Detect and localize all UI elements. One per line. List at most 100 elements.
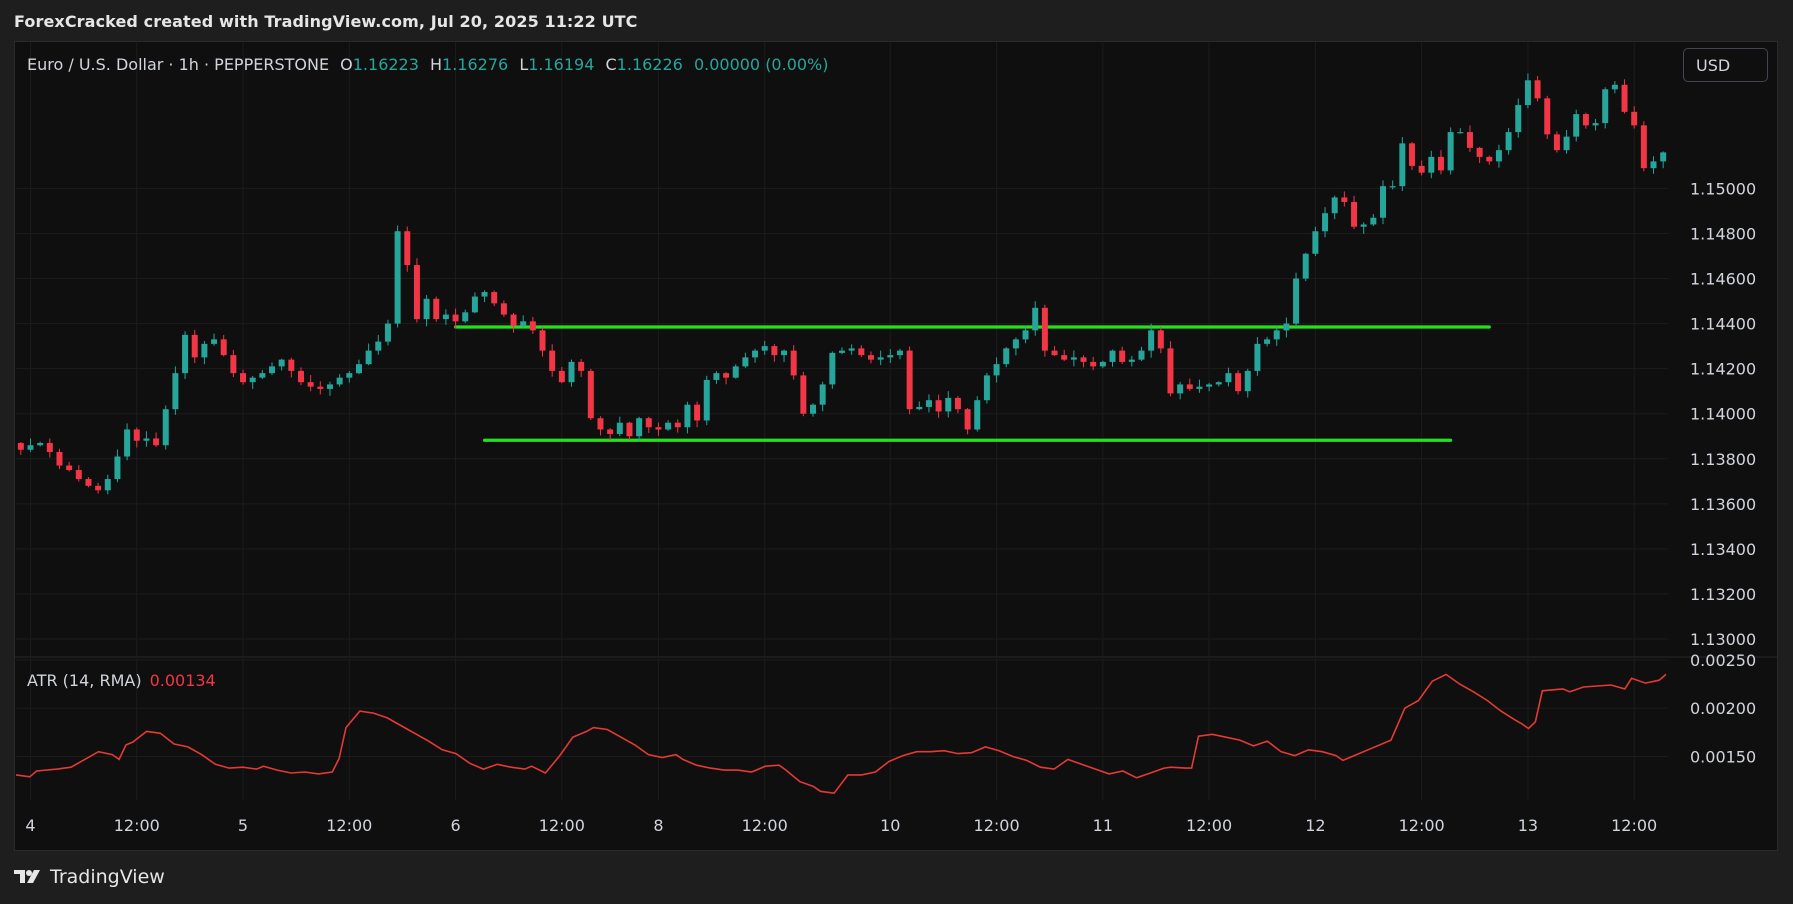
candle-body <box>887 355 894 358</box>
candle <box>1466 125 1473 152</box>
price-axis: 1.15000 1.14800 1.14600 1.14400 1.14200 1.140… <box>1690 179 1756 766</box>
candle <box>1408 141 1415 170</box>
candle-body <box>1602 89 1609 124</box>
candle-body <box>182 334 189 374</box>
candle-body <box>124 429 131 457</box>
candle <box>703 375 710 426</box>
candle <box>587 368 594 421</box>
time-tick-label: 12:00 <box>974 816 1020 835</box>
candle-body <box>674 422 681 428</box>
candle-body <box>17 442 24 450</box>
candle <box>1592 118 1599 131</box>
candle <box>549 344 556 377</box>
candle-body <box>1660 152 1667 162</box>
candle-body <box>1032 307 1039 331</box>
candle-body <box>1418 165 1425 173</box>
candle-body <box>954 397 961 410</box>
candle-body <box>1389 186 1396 188</box>
candle <box>1157 326 1164 354</box>
candle <box>1322 207 1329 238</box>
candle-body <box>1341 197 1348 202</box>
low-label: L <box>519 55 529 74</box>
candle <box>1177 381 1184 400</box>
candle <box>597 416 604 436</box>
candle <box>790 345 797 380</box>
candle <box>1640 121 1647 172</box>
candle-body <box>211 339 218 344</box>
time-tick-label: 5 <box>238 816 248 835</box>
candle-body <box>1592 123 1599 126</box>
candle <box>104 474 111 495</box>
candle <box>85 477 92 488</box>
candle-body <box>75 470 82 480</box>
candle <box>1534 76 1541 102</box>
candle <box>665 420 672 431</box>
candle <box>384 319 391 346</box>
candle <box>240 369 247 385</box>
candle <box>752 348 759 363</box>
atr-value: 0.00134 <box>149 671 216 690</box>
candle-body <box>916 406 923 410</box>
candle-body <box>694 404 701 421</box>
candle-body <box>230 355 237 374</box>
time-tick-label: 11 <box>1093 816 1113 835</box>
time-axis: 4 12:00 5 12:00 6 12:00 8 12:00 10 12:00 11 12:00 12… <box>25 816 1657 835</box>
candle <box>1041 304 1048 357</box>
candle-body <box>645 418 652 428</box>
candle-body <box>1061 355 1068 360</box>
candle-body <box>810 404 817 414</box>
candle-body <box>1138 350 1145 360</box>
candle <box>182 331 189 379</box>
candle-body <box>1640 125 1647 169</box>
candle <box>1611 81 1618 94</box>
candle-body <box>220 339 227 356</box>
symbol-name: Euro / U.S. Dollar · 1h · PEPPERSTONE <box>27 55 330 74</box>
candle <box>945 391 952 418</box>
candle-body <box>1312 231 1319 254</box>
candle-body <box>355 364 362 374</box>
candle <box>1244 368 1251 398</box>
candle-body <box>259 373 266 378</box>
candle <box>346 370 353 383</box>
candle <box>1418 160 1425 176</box>
atr-label: ATR (14, RMA) <box>27 671 142 690</box>
candle <box>800 371 807 417</box>
candle <box>1003 346 1010 368</box>
candle-body <box>1457 132 1464 134</box>
candle <box>1437 150 1444 175</box>
close-label: C <box>605 55 617 74</box>
candle-body <box>607 429 614 434</box>
candle-body <box>249 377 256 383</box>
candle-body <box>452 314 459 322</box>
price-tick-label: 1.15000 <box>1690 179 1756 198</box>
currency-button[interactable]: USD <box>1683 48 1768 82</box>
candle <box>520 315 527 329</box>
candle <box>1553 131 1560 153</box>
candle-body <box>1370 217 1377 225</box>
brand-logo[interactable]: TradingView <box>14 866 165 888</box>
candle-body <box>1099 361 1106 367</box>
chart-frame[interactable] <box>14 41 1778 851</box>
candle-body <box>539 330 546 351</box>
candle-body <box>781 350 788 356</box>
candle <box>17 442 24 456</box>
candle <box>355 359 362 375</box>
candle-body <box>1302 253 1309 279</box>
candlestick-series <box>17 73 1667 495</box>
candle-body <box>1254 343 1261 371</box>
candle <box>674 419 681 433</box>
time-tick-label: 12:00 <box>1399 816 1445 835</box>
time-tick-label: 10 <box>880 816 900 835</box>
candle-body <box>1090 361 1097 367</box>
candle <box>742 352 749 368</box>
candle-body <box>56 452 63 466</box>
candle-body <box>1428 156 1435 173</box>
candle-body <box>1012 339 1019 349</box>
candle <box>626 421 633 440</box>
candle <box>442 309 449 325</box>
candle <box>1457 128 1464 134</box>
candle-body <box>703 379 710 421</box>
candle-body <box>800 375 807 414</box>
candle <box>1070 350 1077 367</box>
